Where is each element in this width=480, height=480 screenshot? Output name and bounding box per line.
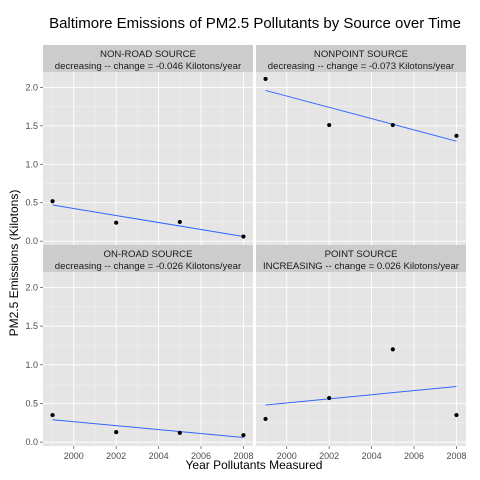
y-tick-label: 1.0 [25, 159, 38, 169]
facet-strip-source: NON-ROAD SOURCE [100, 49, 196, 60]
panel-background [256, 272, 466, 446]
x-tick-label: 2002 [319, 451, 339, 461]
data-point [114, 220, 119, 225]
x-tick-label: 2008 [446, 451, 466, 461]
panel-background [256, 72, 466, 245]
y-tick-label: 1.0 [25, 360, 38, 370]
data-point [390, 347, 395, 352]
facet-strip-trend: INCREASING -- change = 0.026 Kilotons/ye… [263, 261, 460, 272]
data-point [50, 412, 55, 418]
facet-strip-trend: decreasing -- change = -0.046 Kilotons/y… [55, 61, 242, 72]
data-point [327, 122, 332, 128]
x-tick-label: 2004 [362, 451, 382, 461]
facet-strip [43, 245, 253, 272]
y-tick-label: 2.0 [25, 82, 38, 92]
trend-line [265, 385, 457, 406]
facet-strip-trend: decreasing -- change = -0.026 Kilotons/y… [55, 261, 242, 272]
facet-strip-source: NONPOINT SOURCE [314, 49, 408, 60]
x-axis-title: Year Pollutants Measured [186, 458, 323, 472]
trend-line [52, 204, 244, 238]
y-tick-label: 0.0 [25, 437, 38, 447]
panel-background [43, 72, 253, 245]
y-tick-label: 1.5 [25, 321, 38, 331]
x-tick-label: 2006 [191, 451, 211, 461]
data-point [114, 429, 119, 435]
y-tick-label: 0.0 [25, 236, 38, 246]
trend-line [52, 419, 244, 438]
facet-strip [43, 45, 253, 72]
panel-background [43, 272, 253, 446]
y-tick-label: 0.5 [25, 198, 38, 208]
facet-strip-trend: decreasing -- change = -0.073 Kilotons/y… [268, 61, 455, 72]
data-point [263, 76, 268, 82]
chart-title: Baltimore Emissions of PM2.5 Pollutants … [49, 15, 461, 32]
trend-line [265, 89, 457, 142]
x-tick-label: 2000 [64, 451, 84, 461]
data-point [454, 133, 459, 138]
x-tick-label: 2000 [277, 451, 297, 461]
data-point [50, 199, 55, 204]
x-tick-label: 2004 [149, 451, 169, 461]
data-point [177, 219, 182, 225]
facet-strip [256, 45, 466, 72]
data-point [327, 395, 332, 401]
data-point [241, 433, 246, 438]
data-point [177, 430, 182, 435]
y-tick-label: 0.5 [25, 398, 38, 408]
facet-strip-source: ON-ROAD SOURCE [103, 249, 192, 260]
y-tick-label: 1.5 [25, 121, 38, 131]
data-point [390, 122, 395, 128]
y-axis-title: PM2.5 Emissions (Kilotons) [7, 190, 21, 337]
data-point [454, 412, 459, 418]
x-tick-label: 2002 [106, 451, 126, 461]
data-point [263, 416, 268, 422]
x-tick-label: 2006 [404, 451, 424, 461]
x-tick-label: 2008 [233, 451, 253, 461]
data-point [241, 234, 246, 239]
facet-strip [256, 245, 466, 272]
facet-strip-source: POINT SOURCE [325, 249, 398, 260]
y-tick-label: 2.0 [25, 282, 38, 292]
